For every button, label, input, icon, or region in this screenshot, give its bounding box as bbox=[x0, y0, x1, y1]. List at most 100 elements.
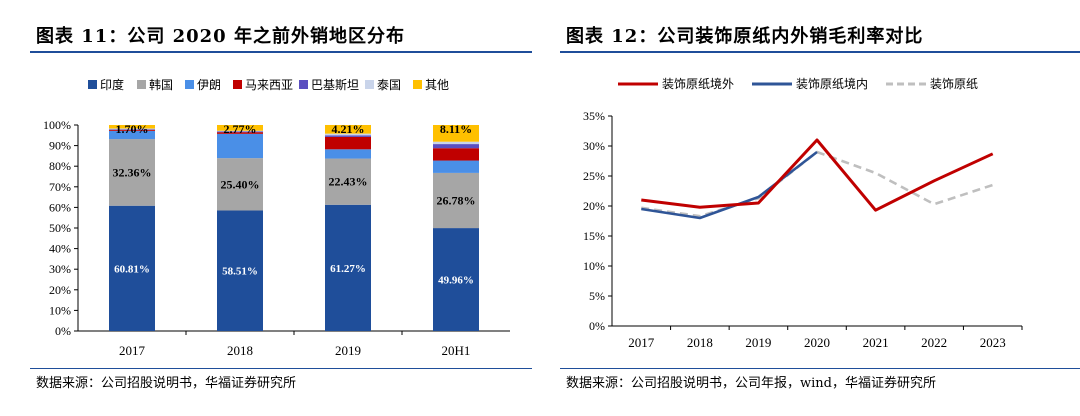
bar-segment-5 bbox=[217, 130, 263, 132]
legend-swatch-6 bbox=[413, 80, 422, 89]
legend-swatch-1 bbox=[137, 80, 146, 89]
bar-segment-0 bbox=[217, 210, 263, 331]
legend-swatch-3 bbox=[233, 80, 242, 89]
y-tick-label: 5% bbox=[589, 289, 605, 303]
legend-label-0: 印度 bbox=[100, 77, 124, 92]
right-chart-title: 图表 12：公司装饰原纸内外销毛利率对比 bbox=[566, 26, 924, 47]
bar-segment-1 bbox=[109, 139, 155, 206]
y-tick-label: 40% bbox=[49, 242, 71, 256]
bar-segment-3 bbox=[325, 136, 371, 150]
bar-segment-1 bbox=[325, 158, 371, 205]
bar-segment-6 bbox=[109, 125, 155, 129]
x-tick-label: 2021 bbox=[863, 335, 889, 350]
data-label: 2.77% bbox=[224, 122, 257, 136]
y-tick-label: 35% bbox=[583, 109, 605, 123]
data-label: 8.11% bbox=[440, 122, 472, 136]
legend-swatch-4 bbox=[299, 80, 308, 89]
data-label: 61.27% bbox=[330, 263, 366, 275]
legend-label-5: 泰国 bbox=[377, 78, 401, 92]
bar-segment-0 bbox=[325, 204, 371, 331]
y-tick-label: 20% bbox=[49, 283, 71, 297]
left-chart-panel: 图表 11：公司 2020 年之前外销地区分布 印度 韩国 伊朗 马来西亚 巴基斯坦 泰国… bbox=[0, 0, 532, 416]
legend-swatch-5 bbox=[365, 80, 374, 89]
y-tick-label: 70% bbox=[49, 180, 71, 194]
bar-segment-4 bbox=[433, 144, 479, 149]
series-line-1 bbox=[641, 150, 818, 220]
bar-segment-6 bbox=[217, 125, 263, 131]
left-title-rule bbox=[30, 51, 532, 53]
left-source-rule bbox=[30, 368, 532, 369]
line-chart: 装饰原纸境外 装饰原纸境内 装饰原纸 0% 5% 10% 15% 20% 25% 30% 35% 20… bbox=[583, 76, 1023, 350]
y-tick-label: 15% bbox=[583, 229, 605, 243]
data-label: 60.81% bbox=[114, 263, 150, 275]
bar-segment-6 bbox=[325, 124, 371, 134]
bar-segment-2 bbox=[433, 160, 479, 173]
bar-segment-3 bbox=[109, 129, 155, 131]
x-tick-label: 2019 bbox=[335, 343, 361, 358]
legend-label-3: 马来西亚 bbox=[245, 78, 293, 92]
data-label: 26.78% bbox=[437, 193, 476, 207]
bar-segment-6 bbox=[433, 125, 479, 142]
data-label: 4.21% bbox=[332, 122, 365, 136]
bar-segment-2 bbox=[325, 149, 371, 159]
bar-segment-0 bbox=[433, 228, 479, 331]
bar-segment-3 bbox=[433, 148, 479, 161]
legend-label-2: 装饰原纸 bbox=[930, 77, 978, 91]
x-tick-label: 2018 bbox=[227, 343, 253, 358]
x-tick-label: 2017 bbox=[119, 343, 146, 358]
legend-swatch-2 bbox=[185, 80, 194, 89]
legend-label-0: 装饰原纸境外 bbox=[662, 76, 734, 91]
right-chart-panel: 图表 12：公司装饰原纸内外销毛利率对比 装饰原纸境外 装饰原纸境内 装饰原纸 0% 5… bbox=[556, 0, 1080, 416]
legend-label-4: 巴基斯坦 bbox=[311, 78, 359, 92]
data-label: 58.51% bbox=[222, 266, 258, 278]
y-tick-label: 30% bbox=[49, 262, 71, 276]
x-tick-label: 2022 bbox=[921, 335, 947, 350]
bar-segment-5 bbox=[109, 128, 155, 130]
x-tick-label: 2017 bbox=[628, 335, 655, 350]
bar-segment-1 bbox=[433, 172, 479, 229]
y-tick-label: 90% bbox=[49, 139, 71, 153]
right-title-rule bbox=[560, 51, 1080, 53]
legend-label-2: 伊朗 bbox=[197, 78, 221, 92]
left-chart-source: 数据来源：公司招股说明书，华福证券研究所 bbox=[36, 376, 297, 391]
legend-label-1: 韩国 bbox=[149, 77, 173, 92]
series-line-0 bbox=[641, 138, 994, 212]
y-tick-label: 0% bbox=[55, 324, 71, 338]
y-tick-label: 60% bbox=[49, 200, 71, 214]
x-tick-label: 2023 bbox=[980, 335, 1006, 350]
y-tick-label: 10% bbox=[583, 259, 605, 273]
y-tick-label: 80% bbox=[49, 159, 71, 173]
data-label: 32.36% bbox=[113, 165, 152, 179]
legend-label-1: 装饰原纸境内 bbox=[796, 76, 868, 91]
data-label: 1.70% bbox=[116, 122, 149, 136]
data-label: 49.96% bbox=[438, 275, 474, 287]
bar-segment-5 bbox=[325, 133, 371, 136]
y-tick-label: 100% bbox=[43, 118, 71, 132]
bar-segment-0 bbox=[109, 205, 155, 331]
x-tick-label: 20H1 bbox=[442, 343, 471, 358]
x-tick-label: 2018 bbox=[687, 335, 713, 350]
bar-segment-3 bbox=[217, 132, 263, 134]
data-label: 22.43% bbox=[329, 175, 368, 189]
bar-segment-4 bbox=[109, 129, 155, 130]
bar-segment-4 bbox=[325, 135, 371, 137]
y-tick-label: 10% bbox=[49, 303, 71, 317]
bar-segment-2 bbox=[109, 130, 155, 140]
left-chart-title: 图表 11：公司 2020 年之前外销地区分布 bbox=[36, 26, 405, 47]
y-tick-label: 25% bbox=[583, 169, 605, 183]
right-source-rule bbox=[560, 368, 1080, 369]
y-tick-label: 0% bbox=[589, 319, 605, 333]
x-tick-label: 2019 bbox=[745, 335, 771, 350]
data-label: 25.40% bbox=[221, 177, 260, 191]
bar-segment-1 bbox=[217, 158, 263, 211]
stacked-bar-chart: 印度 韩国 伊朗 马来西亚 巴基斯坦 泰国 其他 0% 10% 20% 30% 40% 50% 60% 70… bbox=[43, 77, 510, 358]
y-tick-label: 30% bbox=[583, 139, 605, 153]
x-tick-label: 2020 bbox=[804, 335, 830, 350]
legend-label-6: 其他 bbox=[425, 78, 449, 92]
y-tick-label: 20% bbox=[583, 199, 605, 213]
bar-segment-2 bbox=[217, 133, 263, 159]
bar-segment-4 bbox=[217, 131, 263, 133]
bar-segment-5 bbox=[433, 141, 479, 145]
right-chart-source: 数据来源：公司招股说明书，公司年报，wind，华福证券研究所 bbox=[566, 376, 936, 391]
y-tick-label: 50% bbox=[49, 221, 71, 235]
